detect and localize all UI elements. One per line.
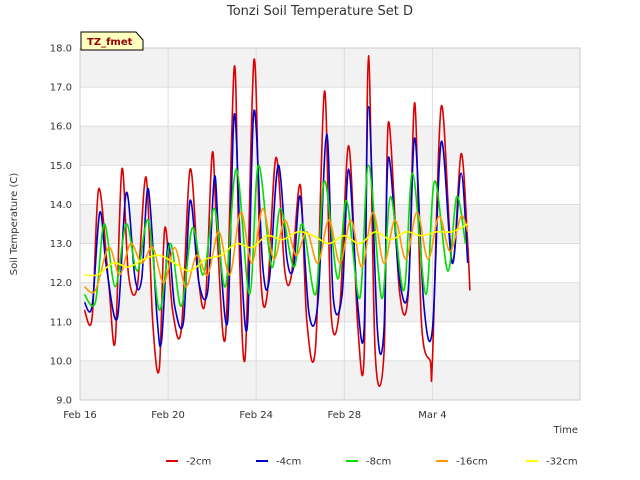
y-tick-label: 16.0 — [50, 122, 72, 133]
series-line--32cm — [84, 223, 469, 277]
y-tick-label: 9.0 — [56, 396, 72, 407]
annotation-tag-box — [80, 31, 144, 51]
series-line--8cm — [83, 164, 467, 311]
y-tick-label: 11.0 — [50, 317, 72, 328]
y-tick-label: 14.0 — [50, 200, 72, 211]
legend-label: -8cm — [366, 457, 391, 468]
y-tick-label: 17.0 — [50, 83, 72, 94]
legend-label: -2cm — [186, 457, 211, 468]
x-tick-label: Feb 28 — [328, 410, 362, 421]
legend: -2cm -4cm -8cm -16cm -32cm — [166, 457, 578, 468]
grid-band — [80, 48, 580, 88]
y-tick-label: 12.0 — [50, 278, 72, 289]
legend-label: -16cm — [456, 457, 488, 468]
x-tick-label: Mar 4 — [418, 410, 446, 421]
chart-title: Tonzi Soil Temperature Set D — [226, 4, 413, 19]
legend-label: -32cm — [546, 457, 578, 468]
series-line--4cm — [83, 105, 469, 356]
x-tick-label: Feb 24 — [239, 410, 273, 421]
y-tick-label: 13.0 — [50, 239, 72, 250]
y-tick-label: 10.0 — [50, 356, 72, 367]
plot-frame — [79, 47, 581, 401]
annotation-tag: TZ_fmet — [80, 31, 144, 51]
annotation-tag-text: TZ_fmet — [87, 37, 133, 48]
x-axis-ticks: Feb 16 Feb 20 Feb 24 Feb 28 Mar 4 — [63, 410, 446, 421]
series-line--16cm — [83, 207, 469, 294]
x-tick-label: Feb 16 — [63, 410, 97, 421]
x-axis-label: Time — [553, 425, 578, 436]
x-tick-label: Feb 20 — [151, 410, 185, 421]
grid-band — [80, 126, 580, 166]
y-axis-label: Soil Temperature (C) — [9, 173, 20, 276]
y-axis-ticks: 9.0 10.0 11.0 12.0 13.0 14.0 15.0 16.0 17.0 18.0 — [50, 44, 72, 407]
series-layer — [83, 54, 471, 387]
grid-band — [80, 360, 580, 400]
legend-label: -4cm — [276, 457, 301, 468]
y-tick-label: 15.0 — [50, 161, 72, 172]
y-tick-label: 18.0 — [50, 44, 72, 55]
